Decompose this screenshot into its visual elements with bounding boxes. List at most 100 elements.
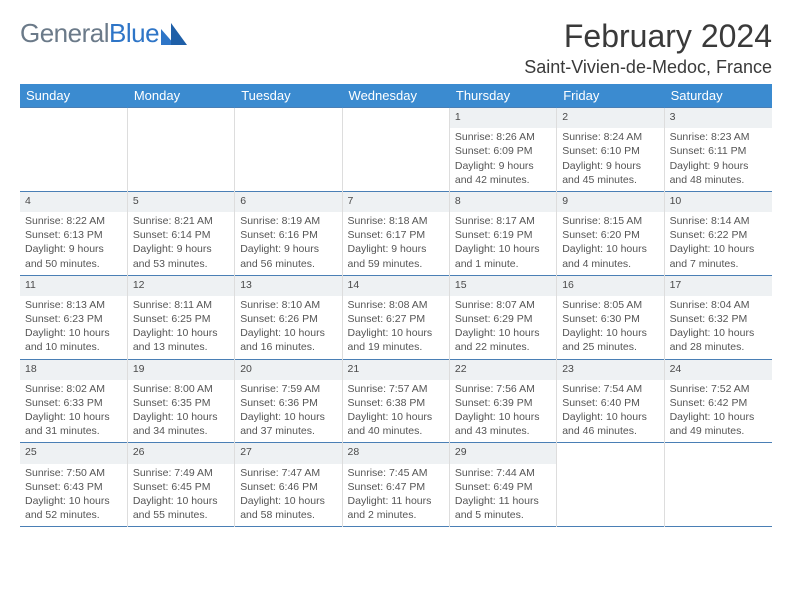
day-detail-cell: Sunrise: 7:47 AMSunset: 6:46 PMDaylight:…	[235, 464, 342, 527]
daylight-label: Daylight: 9 hours and 45 minutes.	[562, 159, 658, 187]
daylight-label: Daylight: 9 hours and 56 minutes.	[240, 242, 336, 270]
sunset-label: Sunset: 6:13 PM	[25, 228, 122, 242]
daylight-label: Daylight: 10 hours and 13 minutes.	[133, 326, 229, 354]
day-detail-cell: Sunrise: 8:23 AMSunset: 6:11 PMDaylight:…	[664, 128, 771, 191]
logo-word-general: General	[20, 18, 109, 48]
sunset-label: Sunset: 6:10 PM	[562, 144, 658, 158]
day-number-cell: 13	[235, 275, 342, 296]
day-number-cell: 10	[664, 191, 771, 212]
day-number: 19	[133, 363, 145, 375]
sunrise-label: Sunrise: 8:17 AM	[455, 214, 551, 228]
day-number: 16	[562, 279, 574, 291]
day-number: 25	[25, 446, 37, 458]
weekday-fri: Friday	[557, 84, 664, 108]
sunrise-label: Sunrise: 7:44 AM	[455, 466, 551, 480]
day-number-cell: 11	[20, 275, 127, 296]
daylight-label: Daylight: 10 hours and 4 minutes.	[562, 242, 658, 270]
daylight-label: Daylight: 10 hours and 49 minutes.	[670, 410, 767, 438]
day-detail-cell: Sunrise: 7:59 AMSunset: 6:36 PMDaylight:…	[235, 380, 342, 443]
daylight-label: Daylight: 10 hours and 58 minutes.	[240, 494, 336, 522]
day-number-cell: 28	[342, 443, 449, 464]
sunrise-label: Sunrise: 8:11 AM	[133, 298, 229, 312]
day-detail-row: Sunrise: 8:13 AMSunset: 6:23 PMDaylight:…	[20, 296, 772, 359]
day-detail-cell: Sunrise: 8:14 AMSunset: 6:22 PMDaylight:…	[664, 212, 771, 275]
day-detail-cell: Sunrise: 8:00 AMSunset: 6:35 PMDaylight:…	[127, 380, 234, 443]
daylight-label: Daylight: 10 hours and 52 minutes.	[25, 494, 122, 522]
day-number: 18	[25, 363, 37, 375]
day-number-cell	[235, 108, 342, 129]
day-detail-cell: Sunrise: 7:49 AMSunset: 6:45 PMDaylight:…	[127, 464, 234, 527]
sunrise-label: Sunrise: 8:07 AM	[455, 298, 551, 312]
sunrise-label: Sunrise: 8:08 AM	[348, 298, 444, 312]
day-number-cell: 9	[557, 191, 664, 212]
sunset-label: Sunset: 6:36 PM	[240, 396, 336, 410]
day-number: 26	[133, 446, 145, 458]
day-number-cell: 4	[20, 191, 127, 212]
day-detail-cell: Sunrise: 8:15 AMSunset: 6:20 PMDaylight:…	[557, 212, 664, 275]
sunrise-label: Sunrise: 7:45 AM	[348, 466, 444, 480]
daylight-label: Daylight: 10 hours and 40 minutes.	[348, 410, 444, 438]
sunset-label: Sunset: 6:38 PM	[348, 396, 444, 410]
day-number-cell: 14	[342, 275, 449, 296]
daylight-label: Daylight: 10 hours and 25 minutes.	[562, 326, 658, 354]
day-detail-cell: Sunrise: 8:17 AMSunset: 6:19 PMDaylight:…	[449, 212, 556, 275]
day-number-row: 25 26 2728 29	[20, 443, 772, 464]
day-number-cell: 1	[449, 108, 556, 129]
day-number: 29	[455, 446, 467, 458]
sunrise-label: Sunrise: 8:02 AM	[25, 382, 122, 396]
sunset-label: Sunset: 6:49 PM	[455, 480, 551, 494]
sunset-label: Sunset: 6:26 PM	[240, 312, 336, 326]
day-number-cell: 12	[127, 275, 234, 296]
sunset-label: Sunset: 6:27 PM	[348, 312, 444, 326]
daylight-label: Daylight: 10 hours and 7 minutes.	[670, 242, 767, 270]
weekday-sat: Saturday	[664, 84, 771, 108]
day-number-cell: 27	[235, 443, 342, 464]
weekday-sun: Sunday	[20, 84, 127, 108]
day-detail-cell	[557, 464, 664, 527]
day-number: 5	[133, 195, 139, 207]
daylight-label: Daylight: 10 hours and 46 minutes.	[562, 410, 658, 438]
weekday-header-row: Sunday Monday Tuesday Wednesday Thursday…	[20, 84, 772, 108]
day-detail-cell: Sunrise: 8:04 AMSunset: 6:32 PMDaylight:…	[664, 296, 771, 359]
day-number-cell: 7	[342, 191, 449, 212]
logo: GeneralBlue	[20, 18, 187, 49]
day-detail-cell: Sunrise: 8:11 AMSunset: 6:25 PMDaylight:…	[127, 296, 234, 359]
day-number-row: 18192021222324	[20, 359, 772, 380]
sunset-label: Sunset: 6:16 PM	[240, 228, 336, 242]
day-number-cell: 8	[449, 191, 556, 212]
weekday-wed: Wednesday	[342, 84, 449, 108]
day-number-cell: 26	[127, 443, 234, 464]
day-number: 8	[455, 195, 461, 207]
day-number: 3	[670, 111, 676, 123]
day-detail-cell: Sunrise: 8:18 AMSunset: 6:17 PMDaylight:…	[342, 212, 449, 275]
sunrise-label: Sunrise: 8:10 AM	[240, 298, 336, 312]
day-detail-cell: Sunrise: 7:57 AMSunset: 6:38 PMDaylight:…	[342, 380, 449, 443]
sunrise-label: Sunrise: 7:52 AM	[670, 382, 767, 396]
sunset-label: Sunset: 6:43 PM	[25, 480, 122, 494]
sunrise-label: Sunrise: 8:14 AM	[670, 214, 767, 228]
day-number: 10	[670, 195, 682, 207]
day-detail-cell: Sunrise: 8:13 AMSunset: 6:23 PMDaylight:…	[20, 296, 127, 359]
sunset-label: Sunset: 6:42 PM	[670, 396, 767, 410]
day-number-cell: 19	[127, 359, 234, 380]
sunset-label: Sunset: 6:30 PM	[562, 312, 658, 326]
sunrise-label: Sunrise: 8:13 AM	[25, 298, 122, 312]
daylight-label: Daylight: 9 hours and 59 minutes.	[348, 242, 444, 270]
sunrise-label: Sunrise: 8:22 AM	[25, 214, 122, 228]
sunset-label: Sunset: 6:23 PM	[25, 312, 122, 326]
day-number: 17	[670, 279, 682, 291]
sunset-label: Sunset: 6:25 PM	[133, 312, 229, 326]
sunset-label: Sunset: 6:14 PM	[133, 228, 229, 242]
calendar-body: 123Sunrise: 8:26 AMSunset: 6:09 PMDaylig…	[20, 108, 772, 528]
day-detail-cell: Sunrise: 8:05 AMSunset: 6:30 PMDaylight:…	[557, 296, 664, 359]
daylight-label: Daylight: 9 hours and 48 minutes.	[670, 159, 767, 187]
day-detail-cell	[664, 464, 771, 527]
daylight-label: Daylight: 9 hours and 53 minutes.	[133, 242, 229, 270]
day-number-cell	[20, 108, 127, 129]
sunrise-label: Sunrise: 8:23 AM	[670, 130, 767, 144]
location-label: Saint-Vivien-de-Medoc, France	[524, 57, 772, 78]
daylight-label: Daylight: 10 hours and 10 minutes.	[25, 326, 122, 354]
sunrise-label: Sunrise: 8:18 AM	[348, 214, 444, 228]
day-detail-row: Sunrise: 7:50 AMSunset: 6:43 PMDaylight:…	[20, 464, 772, 527]
daylight-label: Daylight: 10 hours and 34 minutes.	[133, 410, 229, 438]
